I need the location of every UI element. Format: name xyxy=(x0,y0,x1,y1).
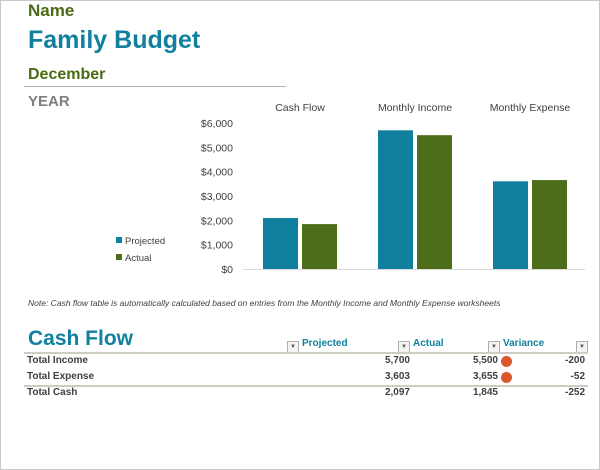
row-label: Total Income xyxy=(27,355,88,366)
y-tick-label: $0 xyxy=(221,264,233,276)
bar-actual xyxy=(417,135,452,269)
chart-note: Note: Cash flow table is automatically c… xyxy=(28,298,501,308)
y-tick-label: $5,000 xyxy=(201,142,233,154)
budget-chart: $0 $1,000 $2,000 $3,000 $4,000 $5,000 $6,000 Ca… xyxy=(116,102,585,276)
bar-projected xyxy=(378,130,413,269)
year-label: YEAR xyxy=(28,93,70,110)
table-header-divider xyxy=(24,352,588,354)
y-tick-label: $4,000 xyxy=(201,167,233,179)
column-header-actual: Actual xyxy=(413,338,444,349)
bar-projected xyxy=(493,181,528,269)
column-header-projected: Projected xyxy=(302,338,348,349)
cell-variance: -200 xyxy=(564,355,585,366)
y-tick-label: $3,000 xyxy=(201,191,233,203)
cell-variance: -252 xyxy=(564,387,585,398)
name-label: Name xyxy=(28,1,75,20)
row-label: Total Expense xyxy=(27,371,95,382)
cell-actual: 5,500 xyxy=(472,355,498,366)
category-label: Monthly Income xyxy=(378,102,452,114)
cell-actual: 3,655 xyxy=(472,371,498,382)
page-title: Family Budget xyxy=(28,26,201,54)
bar-actual xyxy=(302,224,337,269)
legend-swatch xyxy=(116,254,122,260)
category-label: Monthly Expense xyxy=(490,102,571,114)
total-divider xyxy=(24,385,588,387)
y-tick-label: $6,000 xyxy=(201,118,233,130)
category-label: Cash Flow xyxy=(275,102,325,114)
y-tick-label: $1,000 xyxy=(201,240,233,252)
table-title: Cash Flow xyxy=(28,327,134,350)
legend-swatch xyxy=(116,237,122,243)
cell-projected: 5,700 xyxy=(384,355,410,366)
header-divider xyxy=(24,86,286,87)
legend-label: Actual xyxy=(125,253,151,264)
variance-indicator-icon xyxy=(501,356,512,367)
legend-label: Projected xyxy=(125,236,165,247)
row-label: Total Cash xyxy=(27,387,78,398)
y-tick-label: $2,000 xyxy=(201,215,233,227)
cell-projected: 3,603 xyxy=(384,371,410,382)
bar-projected xyxy=(263,217,298,269)
cell-projected: 2,097 xyxy=(384,387,410,398)
bar-actual xyxy=(532,180,567,269)
cell-actual: 1,845 xyxy=(472,387,498,398)
cell-variance: -52 xyxy=(570,371,585,382)
month-label: December xyxy=(28,66,106,83)
variance-indicator-icon xyxy=(501,372,512,383)
column-header-variance: Variance xyxy=(503,338,545,349)
